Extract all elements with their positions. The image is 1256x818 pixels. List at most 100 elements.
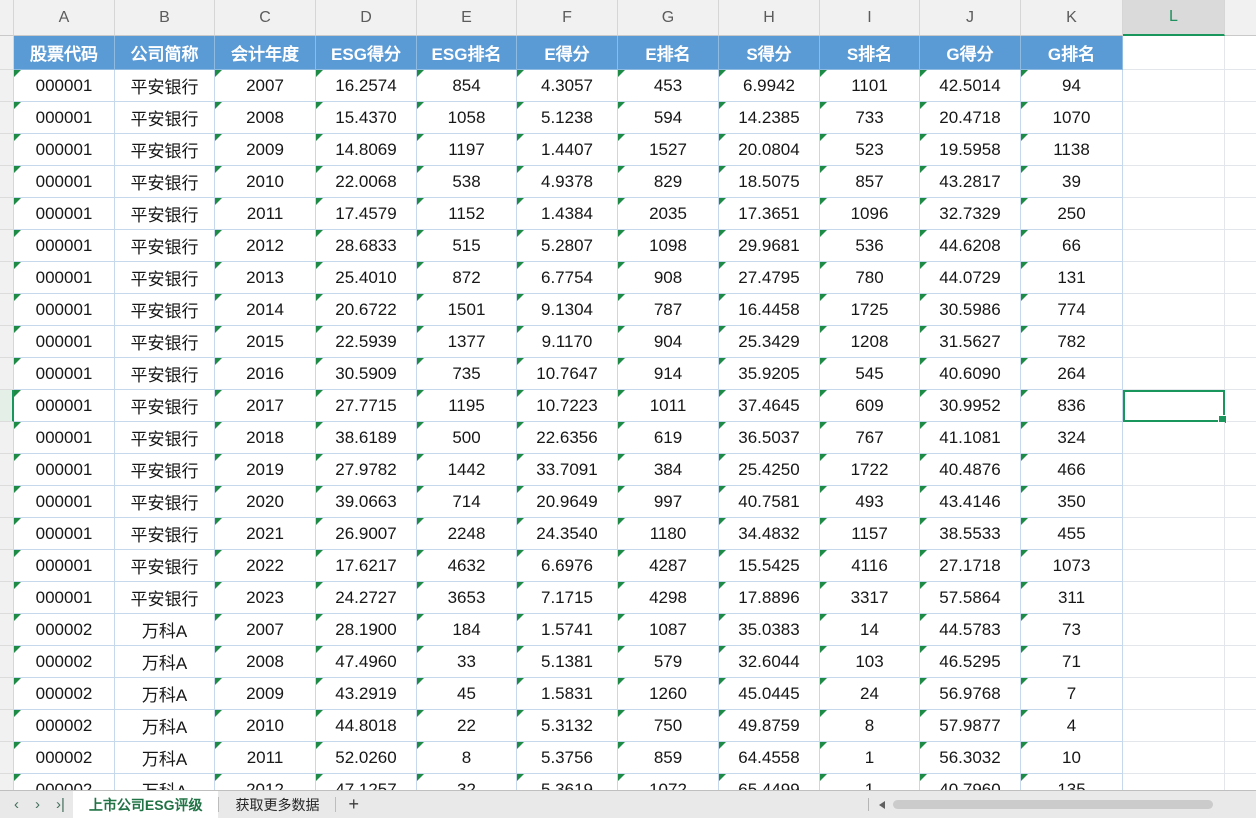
- table-cell[interactable]: 750: [618, 710, 719, 742]
- empty-cell[interactable]: [1123, 358, 1225, 390]
- table-cell[interactable]: 1208: [820, 326, 920, 358]
- table-cell[interactable]: 40.4876: [920, 454, 1021, 486]
- table-cell[interactable]: 44.5783: [920, 614, 1021, 646]
- table-cell[interactable]: 2017: [215, 390, 316, 422]
- table-cell[interactable]: 515: [417, 230, 517, 262]
- table-cell[interactable]: 73: [1021, 614, 1123, 646]
- table-cell[interactable]: 000001: [14, 102, 115, 134]
- table-cell[interactable]: 000001: [14, 326, 115, 358]
- empty-cell[interactable]: [1225, 646, 1256, 678]
- table-cell[interactable]: 36.5037: [719, 422, 820, 454]
- table-cell[interactable]: 24: [820, 678, 920, 710]
- table-cell[interactable]: 8: [820, 710, 920, 742]
- table-cell[interactable]: 000001: [14, 390, 115, 422]
- table-cell[interactable]: 767: [820, 422, 920, 454]
- table-cell[interactable]: 1.4384: [517, 198, 618, 230]
- table-cell[interactable]: 1070: [1021, 102, 1123, 134]
- scroll-left-arrow-icon[interactable]: [879, 800, 885, 809]
- table-cell[interactable]: 000001: [14, 550, 115, 582]
- table-cell[interactable]: 4287: [618, 550, 719, 582]
- empty-cell[interactable]: [1225, 230, 1256, 262]
- empty-cell[interactable]: [1225, 582, 1256, 614]
- table-cell[interactable]: 000001: [14, 230, 115, 262]
- table-cell[interactable]: 2023: [215, 582, 316, 614]
- table-cell[interactable]: 1087: [618, 614, 719, 646]
- table-header-cell[interactable]: E得分: [517, 36, 618, 70]
- table-cell[interactable]: 45: [417, 678, 517, 710]
- table-cell[interactable]: 49.8759: [719, 710, 820, 742]
- row-header-strip[interactable]: [0, 166, 14, 198]
- active-cell-selection[interactable]: [1123, 390, 1227, 424]
- table-header-cell[interactable]: S得分: [719, 36, 820, 70]
- table-cell[interactable]: 782: [1021, 326, 1123, 358]
- empty-cell[interactable]: [1123, 774, 1225, 790]
- sheet-scroll-first-icon[interactable]: ‹: [14, 796, 19, 813]
- row-header-strip[interactable]: [0, 70, 14, 102]
- table-cell[interactable]: 16.4458: [719, 294, 820, 326]
- table-cell[interactable]: 32: [417, 774, 517, 790]
- table-cell[interactable]: 30.5909: [316, 358, 417, 390]
- table-cell[interactable]: 2008: [215, 102, 316, 134]
- table-header-cell[interactable]: G得分: [920, 36, 1021, 70]
- table-cell[interactable]: 2009: [215, 134, 316, 166]
- table-cell[interactable]: 2018: [215, 422, 316, 454]
- table-cell[interactable]: 2022: [215, 550, 316, 582]
- empty-cell[interactable]: [1123, 454, 1225, 486]
- table-cell[interactable]: 4116: [820, 550, 920, 582]
- sheet-scroll-next-icon[interactable]: ›: [35, 796, 40, 813]
- empty-cell[interactable]: [1123, 614, 1225, 646]
- empty-cell[interactable]: [1225, 358, 1256, 390]
- table-cell[interactable]: 2014: [215, 294, 316, 326]
- table-cell[interactable]: 24.3540: [517, 518, 618, 550]
- table-cell[interactable]: 3317: [820, 582, 920, 614]
- table-cell[interactable]: 44.6208: [920, 230, 1021, 262]
- table-cell[interactable]: 39: [1021, 166, 1123, 198]
- table-cell[interactable]: 40.7581: [719, 486, 820, 518]
- table-cell[interactable]: 平安银行: [115, 390, 215, 422]
- table-cell[interactable]: 22.6356: [517, 422, 618, 454]
- table-cell[interactable]: 1501: [417, 294, 517, 326]
- table-cell[interactable]: 1: [820, 742, 920, 774]
- table-cell[interactable]: 2011: [215, 742, 316, 774]
- row-header-strip[interactable]: [0, 198, 14, 230]
- table-cell[interactable]: 619: [618, 422, 719, 454]
- table-cell[interactable]: 2019: [215, 454, 316, 486]
- table-cell[interactable]: 579: [618, 646, 719, 678]
- table-header-cell[interactable]: ESG得分: [316, 36, 417, 70]
- table-cell[interactable]: 453: [618, 70, 719, 102]
- table-cell[interactable]: 733: [820, 102, 920, 134]
- table-cell[interactable]: 10.7647: [517, 358, 618, 390]
- table-cell[interactable]: 8: [417, 742, 517, 774]
- table-cell[interactable]: 万科A: [115, 614, 215, 646]
- table-cell[interactable]: 57.9877: [920, 710, 1021, 742]
- column-header-J[interactable]: J: [920, 0, 1021, 36]
- table-cell[interactable]: 平安银行: [115, 486, 215, 518]
- table-cell[interactable]: 5.1381: [517, 646, 618, 678]
- table-cell[interactable]: 56.9768: [920, 678, 1021, 710]
- table-cell[interactable]: 37.4645: [719, 390, 820, 422]
- table-cell[interactable]: 35.0383: [719, 614, 820, 646]
- table-cell[interactable]: 5.3619: [517, 774, 618, 790]
- empty-cell[interactable]: [1225, 102, 1256, 134]
- table-cell[interactable]: 30.5986: [920, 294, 1021, 326]
- row-header-strip[interactable]: [0, 36, 14, 70]
- select-all-corner[interactable]: [0, 0, 14, 36]
- table-cell[interactable]: 4298: [618, 582, 719, 614]
- table-cell[interactable]: 44.0729: [920, 262, 1021, 294]
- table-header-cell[interactable]: 股票代码: [14, 36, 115, 70]
- empty-cell[interactable]: [1123, 134, 1225, 166]
- table-cell[interactable]: 000001: [14, 70, 115, 102]
- empty-cell[interactable]: [1123, 678, 1225, 710]
- table-header-cell[interactable]: 公司简称: [115, 36, 215, 70]
- table-cell[interactable]: 2248: [417, 518, 517, 550]
- table-cell[interactable]: 455: [1021, 518, 1123, 550]
- table-cell[interactable]: 14.8069: [316, 134, 417, 166]
- table-cell[interactable]: 27.7715: [316, 390, 417, 422]
- empty-cell[interactable]: [1225, 36, 1256, 70]
- empty-cell[interactable]: [1123, 518, 1225, 550]
- table-cell[interactable]: 平安银行: [115, 134, 215, 166]
- table-cell[interactable]: 平安银行: [115, 582, 215, 614]
- table-cell[interactable]: 34.4832: [719, 518, 820, 550]
- empty-cell[interactable]: [1123, 198, 1225, 230]
- table-cell[interactable]: 2007: [215, 70, 316, 102]
